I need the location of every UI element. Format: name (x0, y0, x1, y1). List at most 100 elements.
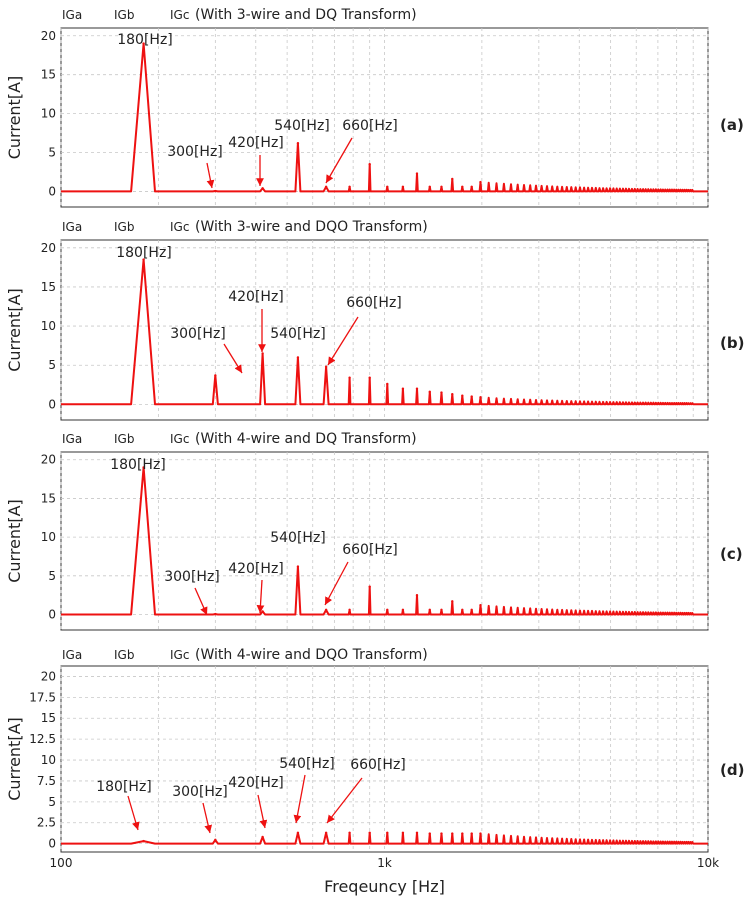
legend-entry-igb: IGb (114, 648, 134, 662)
legend-entry-iga: IGa (62, 648, 82, 662)
data-point (415, 593, 419, 597)
data-point (386, 185, 389, 188)
data-point (415, 387, 419, 390)
y-tick-label: 5 (48, 358, 56, 372)
panel-label: (c) (720, 545, 743, 563)
y-tick-label: 5 (48, 146, 56, 160)
data-point (428, 832, 431, 835)
annotation-660hz: 660[Hz] (346, 295, 402, 311)
data-point (296, 141, 300, 145)
data-point (461, 185, 464, 188)
data-point (451, 392, 454, 396)
x-tick-label: 1k (377, 856, 392, 870)
x-axis: 100 1k 10k Freqeuncy [Hz] (50, 856, 720, 896)
data-point (214, 612, 217, 616)
data-point (386, 831, 389, 834)
annotation-arrow (223, 343, 243, 374)
y-tick-label: 10 (41, 319, 56, 333)
data-point (348, 608, 351, 612)
annotation-540hz: 540[Hz] (270, 530, 326, 546)
data-point (324, 185, 328, 188)
data-point (470, 395, 473, 398)
data-point (440, 391, 443, 394)
data-point (401, 387, 405, 390)
data-point (348, 376, 351, 379)
data-point (368, 162, 371, 166)
data-point (451, 177, 454, 181)
data-point (461, 608, 464, 612)
data-point (479, 180, 482, 184)
annotation-arrow (194, 587, 208, 616)
panel-label: (b) (720, 334, 744, 352)
legend-entry-iga: IGa (62, 8, 82, 22)
annotation-540hz: 540[Hz] (274, 118, 330, 134)
annotation-540hz: 540[Hz] (270, 326, 326, 342)
data-point (368, 585, 371, 588)
data-point (470, 832, 473, 835)
data-point (324, 831, 328, 834)
legend-entry-igc: IGc (170, 648, 189, 662)
annotation-300hz: 300[Hz] (167, 144, 223, 160)
data-point (415, 172, 419, 175)
y-tick-label: 5 (48, 795, 56, 809)
y-tick-label: 2.5 (37, 816, 56, 830)
y-tick-label: 0 (48, 397, 56, 411)
data-point (461, 832, 464, 835)
data-point (470, 608, 473, 612)
annotation-660hz: 660[Hz] (342, 118, 398, 134)
data-point (470, 185, 473, 188)
annotation-300hz: 300[Hz] (172, 784, 228, 800)
annotation-420hz: 420[Hz] (228, 289, 284, 305)
panel-label: (d) (720, 761, 744, 779)
data-point (214, 374, 217, 377)
data-point (261, 835, 264, 839)
annotation-420hz: 420[Hz] (228, 775, 284, 791)
y-tick-label: 0 (48, 184, 56, 198)
y-tick-label: 20 (41, 669, 56, 683)
data-point (324, 365, 328, 368)
annotation-arrow (324, 561, 349, 606)
x-axis-label: Freqeuncy [Hz] (324, 877, 445, 896)
data-point (214, 838, 217, 842)
data-point (368, 831, 371, 834)
annotation-420hz: 420[Hz] (228, 135, 284, 151)
data-point (440, 608, 443, 612)
data-point (401, 608, 405, 612)
annotation-arrow (206, 162, 215, 189)
annotation-arrow (127, 795, 140, 831)
annotation-660hz: 660[Hz] (342, 542, 398, 558)
y-axis-label: Current[A] (5, 76, 24, 160)
data-point (440, 832, 443, 835)
annotation-660hz: 660[Hz] (350, 757, 406, 773)
y-tick-label: 0 (48, 837, 56, 851)
legend-entry-iga: IGa (62, 220, 82, 234)
annotation-arrow (293, 774, 306, 824)
series-iga-trace (61, 466, 708, 616)
data-point (142, 839, 145, 843)
data-point (368, 376, 371, 379)
data-point (440, 185, 443, 188)
legend-entry-igc: IGc (170, 220, 189, 234)
series-iga-trace (61, 258, 708, 406)
data-point (479, 832, 482, 835)
x-tick-label: 100 (50, 856, 73, 870)
data-point (428, 185, 431, 188)
data-point (401, 185, 405, 188)
y-tick-label: 10 (41, 530, 56, 544)
data-point (296, 565, 300, 568)
panel-title: (With 3-wire and DQO Transform) (195, 219, 428, 235)
annotation-arrow (327, 316, 359, 366)
annotation-arrow (256, 579, 265, 614)
annotation-arrow (257, 794, 268, 829)
series-iga-trace (61, 831, 708, 845)
annotation-arrow (326, 777, 363, 824)
y-tick-label: 10 (41, 107, 56, 121)
y-axis-label: Current[A] (5, 288, 24, 372)
annotation-180hz: 180[Hz] (110, 457, 166, 473)
x-tick-label: 10k (697, 856, 719, 870)
data-point (261, 187, 264, 190)
data-point (214, 189, 217, 193)
data-point (348, 185, 351, 188)
y-tick-label: 15 (41, 280, 56, 294)
y-tick-label: 15 (41, 491, 56, 505)
